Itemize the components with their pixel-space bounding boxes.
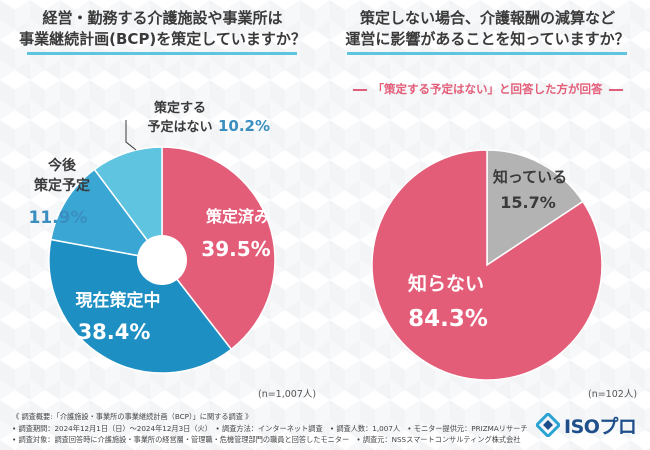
left-pie-slice-3 bbox=[93, 146, 163, 263]
iso-pro-logo: ISOプロ bbox=[536, 411, 640, 439]
right-slice-value-1: 84.3% bbox=[408, 306, 488, 332]
left-slice-label-3a: 策定する bbox=[154, 100, 206, 116]
left-pie-slice-1 bbox=[48, 238, 233, 374]
right-title-underline bbox=[347, 52, 627, 55]
left-slice-label-2b: 策定予定 bbox=[33, 177, 90, 194]
subtitle-dash-right bbox=[608, 88, 623, 91]
footer-line-2: • 調査期間：2024年12月1日（日）～2024年12月3日（火） • 調査方… bbox=[12, 423, 528, 433]
left-slice-label-0: 策定済み bbox=[205, 207, 270, 226]
left-sample-size: (n=1,007人) bbox=[258, 389, 317, 400]
left-slice-value-3: 10.2% bbox=[218, 117, 270, 135]
left-pie-slice-2 bbox=[49, 168, 164, 262]
right-chart-title: 策定しない場合、介護報酬の減算など 運営に影響があることを知っていますか？ bbox=[325, 8, 650, 50]
subtitle-dash-left bbox=[352, 88, 367, 91]
right-pie-slice-0 bbox=[486, 149, 584, 267]
right-chart-subtitle: 「策定する予定はない」と回答した方が回答 bbox=[325, 81, 650, 97]
right-slice-label-1: 知らない bbox=[408, 272, 484, 295]
left-slice-label-1: 現在策定中 bbox=[76, 290, 161, 311]
left-slice-value-1: 38.4% bbox=[78, 320, 151, 344]
left-title-line-2: 事業継続計画(BCP)を策定していますか？ bbox=[19, 30, 306, 48]
right-sample-size: (n=102人) bbox=[588, 389, 638, 400]
right-pie-slice-1 bbox=[371, 149, 603, 381]
left-slice-label-2a: 今後 bbox=[47, 157, 77, 174]
left-donut-hole bbox=[137, 235, 187, 285]
left-title-line-1: 経営・勤務する介護施設や事業所は bbox=[42, 9, 283, 27]
footer-line-3: • 調査対象：調査回答時に介護施設・事業所の経営層・管理職・危機管理部門の職員と… bbox=[12, 435, 521, 444]
right-slice-label-0: 知っている bbox=[493, 168, 567, 186]
right-title-line-2: 運営に影響があることを知っていますか？ bbox=[345, 30, 630, 48]
left-title-underline bbox=[27, 52, 297, 55]
left-chart-title: 経営・勤務する介護施設や事業所は 事業継続計画(BCP)を策定していますか？ bbox=[0, 8, 325, 50]
left-leader-line bbox=[125, 120, 137, 151]
left-slice-label-3b: 予定はない bbox=[147, 119, 212, 135]
logo-text: ISOプロ bbox=[564, 415, 637, 438]
footer-line-1: 《 調査概要:「介護施設・事業所の事業継続計画（BCP）」に関する調査 》 bbox=[12, 412, 253, 421]
left-slice-value-2: 11.9% bbox=[29, 208, 88, 228]
left-slice-value-0: 39.5% bbox=[201, 237, 270, 261]
iso-diamond-icon bbox=[536, 413, 560, 437]
survey-footer: 《 調査概要:「介護施設・事業所の事業継続計画（BCP）」に関する調査 》 • … bbox=[12, 411, 552, 446]
left-pie-slice-0 bbox=[161, 146, 276, 351]
right-slice-value-0: 15.7% bbox=[500, 193, 556, 212]
subtitle-text: 「策定する予定はない」と回答した方が回答 bbox=[372, 82, 603, 96]
right-title-line-1: 策定しない場合、介護報酬の減算など bbox=[359, 9, 615, 27]
